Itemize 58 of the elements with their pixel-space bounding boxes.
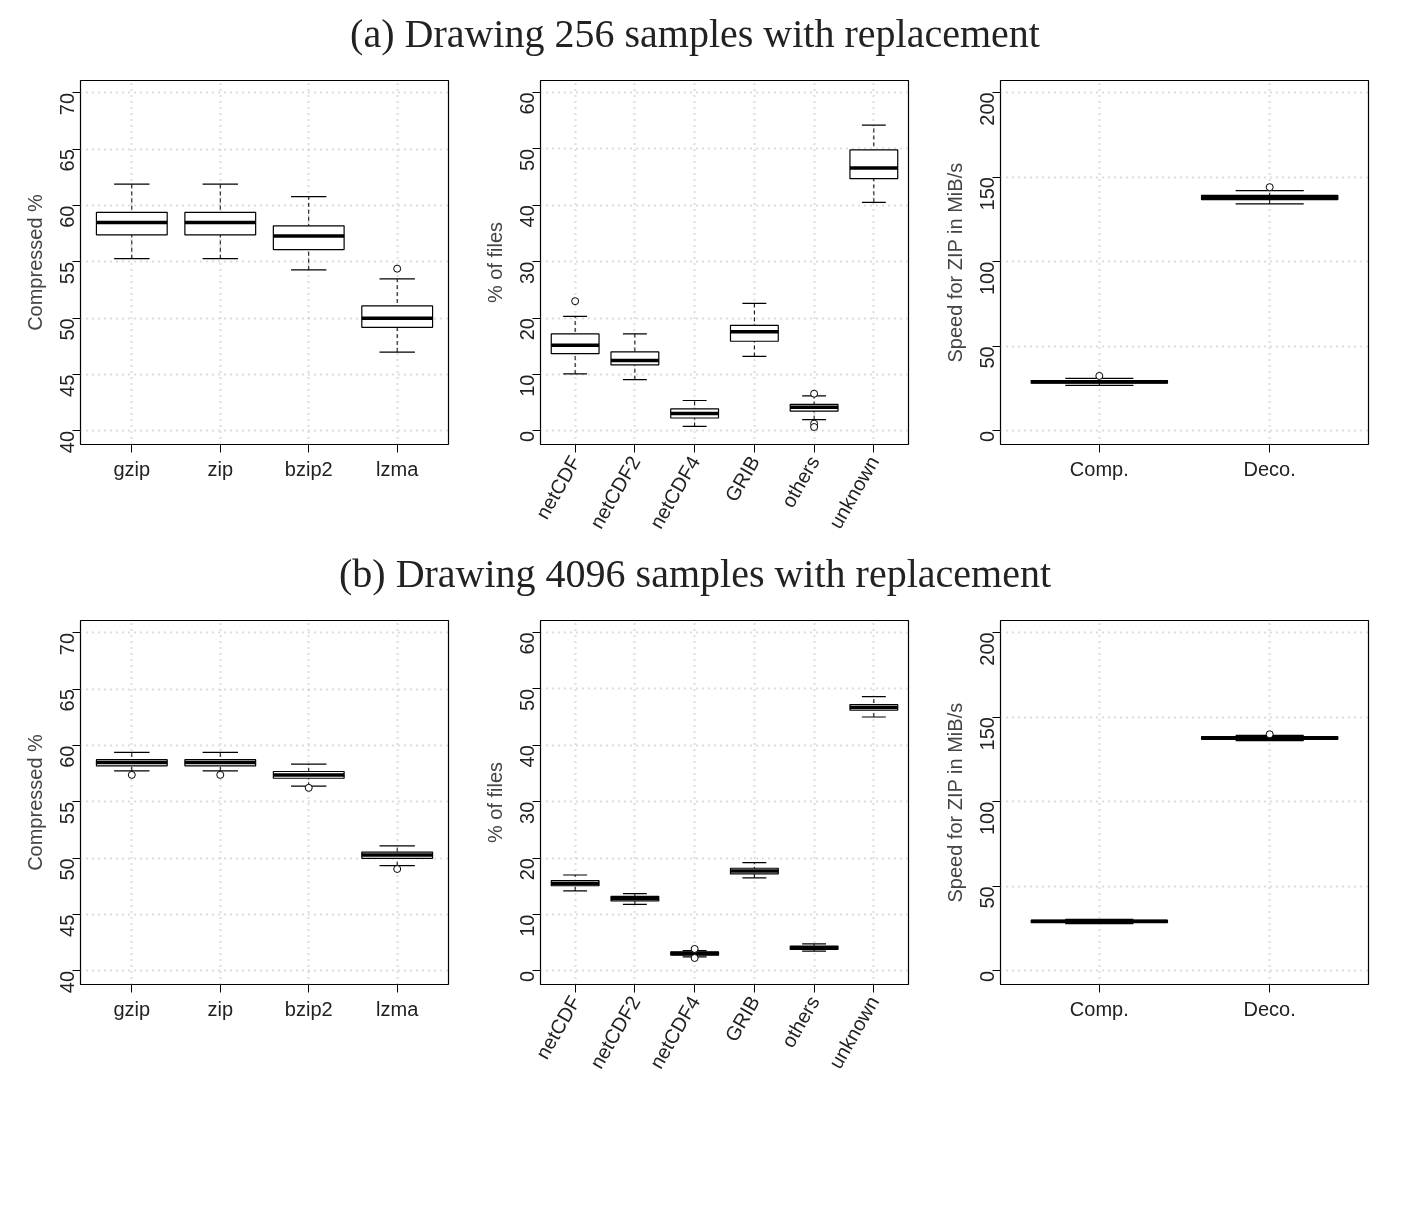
y-tick-label: 50 (976, 346, 999, 369)
x-tick-label: lzma (376, 457, 420, 480)
y-tick-label: 100 (976, 261, 999, 296)
y-axis-title: Speed for ZIP in MiB/s (943, 702, 966, 903)
y-tick-label: 20 (516, 858, 539, 881)
y-tick-label: 60 (56, 205, 79, 228)
y-tick-label: 55 (56, 261, 79, 285)
x-tick-label: Deco. (1243, 997, 1296, 1020)
y-tick-label: 55 (56, 801, 79, 825)
y-tick-label: 50 (976, 886, 999, 909)
y-tick-label: 10 (516, 914, 539, 937)
y-tick-label: 150 (976, 717, 999, 751)
x-tick-label: gzip (113, 997, 151, 1020)
y-tick-label: 30 (516, 801, 539, 824)
y-axis-title: % of files (483, 221, 506, 304)
y-tick-label: 0 (516, 970, 539, 983)
y-tick-label: 150 (976, 177, 999, 211)
y-tick-label: 50 (516, 688, 539, 712)
y-tick-label: 40 (516, 205, 539, 228)
y-tick-label: 40 (56, 970, 79, 994)
y-axis-title: % of files (483, 761, 506, 844)
y-tick-label: 50 (56, 858, 79, 881)
y-tick-label: 200 (976, 92, 999, 126)
y-tick-label: 70 (56, 632, 79, 656)
x-tick-label: Deco. (1243, 457, 1296, 480)
y-tick-label: 0 (516, 430, 539, 443)
x-tick-label: Comp. (1069, 997, 1129, 1020)
y-tick-label: 40 (516, 745, 539, 768)
x-tick-label: Comp. (1069, 457, 1129, 480)
text: (b) Drawing 4096 samples with replacement (338, 550, 1051, 598)
x-tick-label: bzip2 (284, 457, 333, 480)
y-tick-label: 200 (976, 632, 999, 666)
y-tick-label: 100 (976, 801, 999, 836)
y-tick-label: 65 (56, 689, 79, 712)
x-tick-label: gzip (113, 457, 151, 480)
y-tick-label: 20 (516, 318, 539, 341)
text: (a) Drawing 256 samples with replacement (350, 10, 1040, 58)
y-axis-title: Compressed % (23, 733, 46, 871)
y-tick-label: 0 (976, 430, 999, 443)
y-axis-title: Speed for ZIP in MiB/s (943, 162, 966, 363)
x-tick-label: zip (207, 997, 234, 1020)
y-tick-label: 60 (516, 632, 539, 655)
y-tick-label: 40 (56, 430, 79, 454)
y-axis-title: Compressed % (23, 193, 46, 331)
y-tick-label: 10 (516, 374, 539, 397)
y-tick-label: 60 (516, 92, 539, 115)
y-tick-label: 60 (56, 745, 79, 768)
x-tick-label: zip (207, 457, 234, 480)
y-tick-label: 50 (56, 318, 79, 341)
y-tick-label: 45 (56, 914, 79, 937)
x-tick-label: lzma (376, 997, 420, 1020)
x-tick-label: bzip2 (284, 997, 333, 1020)
y-tick-label: 70 (56, 92, 79, 116)
y-tick-label: 65 (56, 149, 79, 172)
y-tick-label: 45 (56, 374, 79, 397)
y-tick-label: 30 (516, 261, 539, 284)
y-tick-label: 0 (976, 970, 999, 983)
y-tick-label: 50 (516, 148, 539, 172)
